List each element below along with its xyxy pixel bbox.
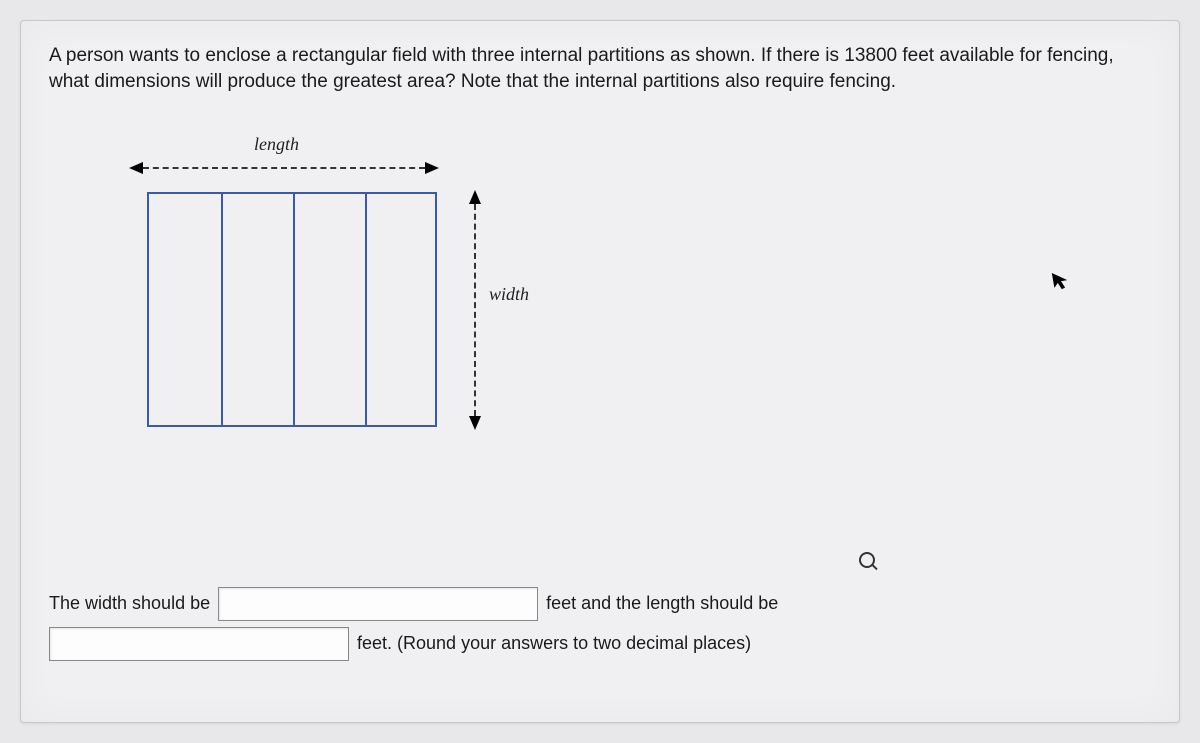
length-label: length <box>254 134 299 155</box>
problem-page: A person wants to enclose a rectangular … <box>20 20 1180 723</box>
mid-text: feet and the length should be <box>546 584 778 624</box>
width-arrow-line <box>474 204 476 416</box>
width-arrow <box>469 190 481 430</box>
arrow-left-icon <box>129 162 143 174</box>
cursor-icon <box>1051 270 1071 297</box>
answer-row-1: The width should be feet and the length … <box>49 584 1151 624</box>
search-icon[interactable] <box>859 552 879 572</box>
answer-section: The width should be feet and the length … <box>49 584 1151 663</box>
length-input[interactable] <box>49 627 349 661</box>
width-prefix-text: The width should be <box>49 584 210 624</box>
arrow-up-icon <box>469 190 481 204</box>
length-arrow <box>129 162 439 174</box>
partition-1 <box>221 194 223 425</box>
answer-row-2: feet. (Round your answers to two decimal… <box>49 624 1151 664</box>
arrow-right-icon <box>425 162 439 174</box>
suffix-text: feet. (Round your answers to two decimal… <box>357 624 751 664</box>
length-arrow-line <box>143 167 425 169</box>
partition-3 <box>365 194 367 425</box>
partition-2 <box>293 194 295 425</box>
width-label: width <box>489 284 529 305</box>
problem-statement: A person wants to enclose a rectangular … <box>49 43 1151 94</box>
arrow-down-icon <box>469 416 481 430</box>
diagram: length width <box>129 134 629 494</box>
field-rectangle <box>147 192 437 427</box>
width-input[interactable] <box>218 587 538 621</box>
